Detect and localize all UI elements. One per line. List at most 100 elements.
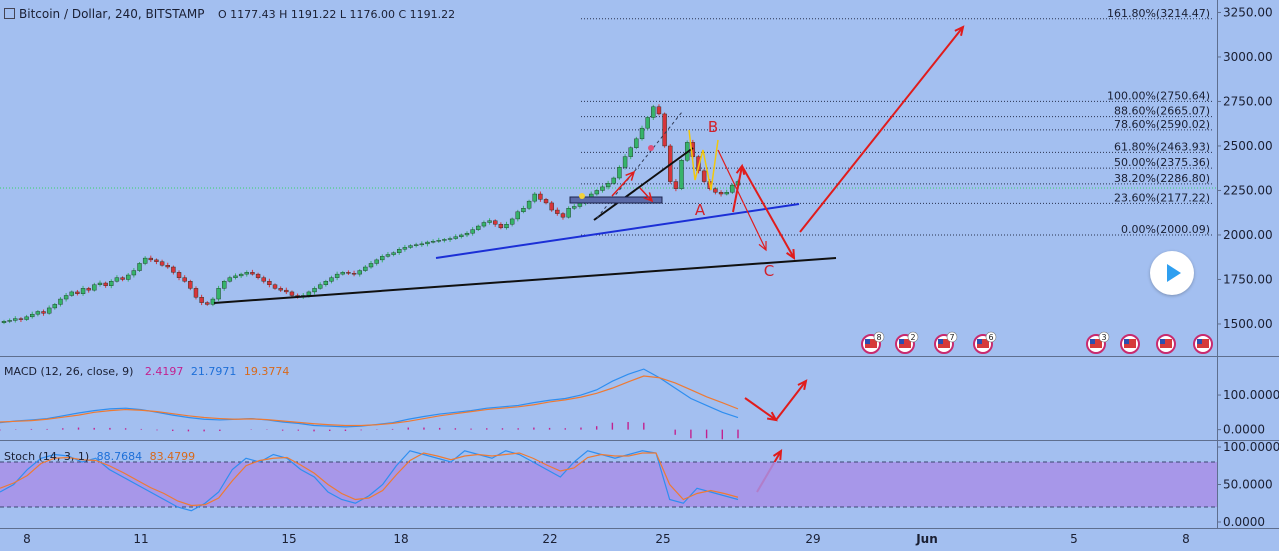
candle-body <box>368 263 374 268</box>
stoch-header: Stoch (14, 3, 1) 88.7684 83.4799 <box>4 450 195 463</box>
candle-body <box>605 183 611 188</box>
candle-body <box>380 256 385 261</box>
flag-stripe <box>977 339 989 348</box>
time-tick-label: 8 <box>23 532 31 546</box>
flag-stripe <box>1124 339 1136 348</box>
candle-body <box>532 193 537 202</box>
candle-body <box>611 177 616 184</box>
candle-body <box>430 240 436 243</box>
candle-body <box>120 277 125 280</box>
stoch-tick-label: 50.0000 <box>1223 478 1273 492</box>
candle-body <box>447 238 453 240</box>
candle-body <box>289 291 295 296</box>
candle-body <box>696 156 701 172</box>
candle-body <box>515 211 520 220</box>
fib-label: 61.80%(2463.93) <box>1114 140 1210 153</box>
stoch-value-d: 83.4799 <box>149 450 196 463</box>
candle-body <box>24 316 29 320</box>
stoch-tick-label: 100.0000 <box>1223 440 1279 454</box>
candle-body <box>617 167 622 179</box>
candle-body <box>622 156 628 168</box>
candle-body <box>504 224 509 229</box>
candle-body <box>205 302 210 305</box>
arrow-head <box>625 170 636 181</box>
candle-body <box>250 272 255 275</box>
candle-body <box>509 218 515 225</box>
candle-body <box>41 311 46 314</box>
blue-trendline <box>435 203 800 259</box>
trend-lines <box>213 111 837 304</box>
stoch-tick-label: 0.0000 <box>1223 515 1265 529</box>
candle-body <box>75 291 80 294</box>
stoch-value-k: 88.7684 <box>96 450 143 463</box>
candle-body <box>80 288 86 294</box>
time-tick-label: 15 <box>281 532 296 546</box>
arrow-head <box>797 379 808 391</box>
play-button[interactable] <box>1150 251 1194 295</box>
stoch-series-k <box>0 450 739 512</box>
annotations: A B C <box>611 25 965 493</box>
arrow-line <box>639 187 653 202</box>
flag-canton <box>1090 339 1095 344</box>
flag-stripe <box>938 339 950 348</box>
wave-label-a: A <box>695 201 706 219</box>
candle-body <box>137 263 142 271</box>
candle-body <box>662 113 667 147</box>
time-tick-label: 22 <box>542 532 557 546</box>
candle-body <box>628 147 633 157</box>
candle-body <box>363 266 368 271</box>
candle-body <box>233 275 238 278</box>
candle-body <box>487 220 492 223</box>
arrow-line <box>775 380 807 421</box>
candle-body <box>109 281 114 286</box>
candle-body <box>69 291 74 296</box>
collapse-icon[interactable] <box>4 8 15 19</box>
candle-body <box>272 284 278 289</box>
macd-tick-label: 0.0000 <box>1223 423 1265 437</box>
candle-body <box>357 270 362 275</box>
candle-body <box>408 245 413 248</box>
support-trendline <box>213 257 837 304</box>
candle-body <box>216 288 221 300</box>
marker-dot <box>579 193 585 199</box>
flag-canton <box>1197 339 1202 344</box>
candle-body <box>182 277 187 282</box>
time-tick-label: 29 <box>805 532 820 546</box>
flag-canton <box>865 339 870 344</box>
candle-body <box>673 181 679 189</box>
time-tick-label: 5 <box>1070 532 1078 546</box>
candle-body <box>188 281 193 289</box>
candle-body <box>470 229 475 234</box>
candle-body <box>481 222 487 227</box>
arrow-head <box>786 248 796 261</box>
arrow-head <box>772 449 783 461</box>
candle-body <box>464 232 470 236</box>
event-badges: 8 2 7 6 3 <box>861 331 1213 354</box>
candle-body <box>323 281 329 285</box>
arrow-line <box>611 171 635 197</box>
candle-body <box>351 273 357 275</box>
candle-body <box>278 288 283 291</box>
badge-count-bubble <box>985 331 997 343</box>
candle-body <box>600 186 605 191</box>
candle-body <box>131 270 137 276</box>
time-tick-label: Jun <box>915 532 938 546</box>
candle-body <box>148 257 154 261</box>
candle-body <box>176 272 182 278</box>
fib-label: 88.60%(2665.07) <box>1114 105 1210 118</box>
flag-stripe <box>865 339 877 348</box>
flag-canton <box>1160 339 1165 344</box>
badge-count: 2 <box>910 333 915 342</box>
candle-body <box>317 284 323 289</box>
candle-body <box>35 311 41 315</box>
candle-body <box>549 202 554 211</box>
candle-body <box>718 192 724 195</box>
candle-body <box>244 272 249 275</box>
badge-count-bubble <box>946 331 958 343</box>
arrow-line <box>717 149 767 251</box>
candle-body <box>255 273 261 278</box>
candle-body <box>210 298 216 305</box>
stoch-pane <box>0 450 1217 512</box>
